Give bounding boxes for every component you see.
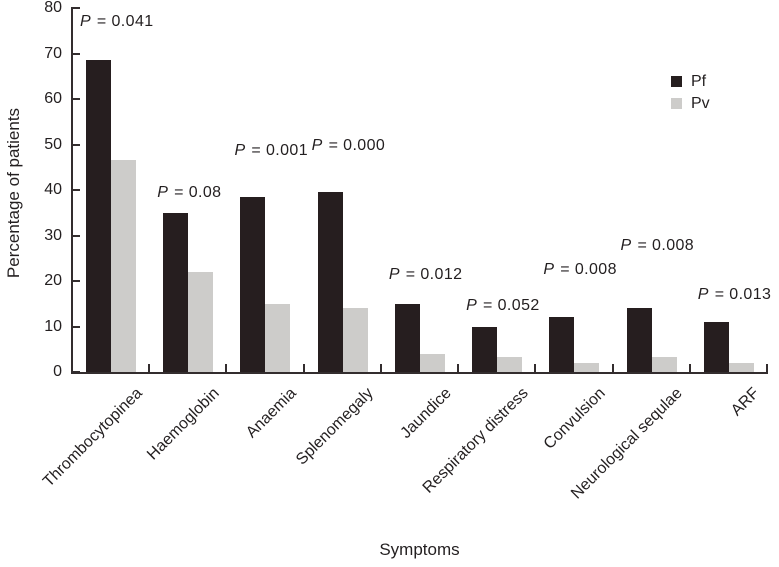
y-tick-mark: [73, 371, 80, 373]
bar-pv-2: [265, 303, 291, 372]
y-axis-title: Percentage of patients: [4, 107, 23, 279]
p-symbol: P: [620, 236, 632, 254]
bar-pv-3: [342, 308, 368, 372]
bar-pv-8: [728, 362, 754, 372]
bar-pf-5: [472, 326, 498, 372]
legend-item-pf: Pf: [671, 73, 710, 90]
x-tick-mark: [379, 364, 382, 372]
y-tick-mark: [73, 7, 80, 9]
bar-pf-3: [317, 192, 343, 372]
y-tick-mark: [73, 98, 80, 100]
bar-pf-6: [549, 317, 575, 372]
bar-pv-7: [651, 356, 677, 372]
p-value-annotation: P = 0.052: [466, 296, 540, 314]
p-value-annotation: P = 0.008: [620, 236, 695, 254]
x-tick-mark: [148, 364, 151, 372]
pv-swatch-icon: [671, 98, 682, 109]
y-axis-line: [71, 7, 73, 374]
legend-label-pf: Pf: [691, 72, 707, 90]
pf-swatch-icon: [671, 76, 682, 87]
legend: Pf Pv: [671, 73, 710, 117]
y-tick-label: 30: [44, 226, 62, 244]
y-tick-mark: [73, 234, 80, 237]
y-tick-label: 80: [44, 0, 62, 16]
x-tick-mark: [225, 364, 228, 372]
p-symbol: P: [697, 286, 709, 303]
y-tick-label: 20: [44, 272, 62, 289]
x-tick-mark: [766, 364, 768, 372]
bar-pv-1: [188, 271, 214, 372]
bar-pv-5: [497, 356, 523, 372]
y-tick-label: 10: [44, 317, 62, 335]
p-symbol: P: [80, 12, 92, 30]
p-value-annotation: P = 0.000: [311, 137, 386, 155]
y-tick-label: 0: [53, 363, 62, 380]
bar-pf-4: [394, 303, 420, 372]
y-tick-mark: [73, 52, 80, 55]
y-tick-label: 40: [44, 181, 62, 198]
y-tick-mark: [73, 189, 80, 191]
x-tick-mark: [611, 364, 614, 372]
y-tick-label: 60: [44, 90, 62, 107]
p-value-annotation: P = 0.012: [388, 265, 463, 283]
bar-pf-7: [626, 308, 652, 372]
bar-pv-4: [419, 353, 445, 372]
p-value-annotation: P = 0.008: [543, 260, 617, 278]
y-tick-mark: [73, 143, 80, 146]
bar-pv-0: [111, 160, 136, 372]
x-tick-mark: [534, 364, 537, 372]
bar-pf-2: [240, 196, 266, 372]
bar-pf-0: [86, 60, 111, 372]
bar-pf-1: [163, 212, 189, 372]
p-symbol: P: [157, 184, 169, 202]
x-tick-mark: [688, 364, 691, 372]
legend-item-pv: Pv: [671, 95, 710, 112]
p-symbol: P: [234, 142, 246, 160]
bar-pv-6: [574, 362, 600, 372]
p-symbol: P: [466, 296, 478, 314]
x-tick-mark: [457, 364, 460, 372]
p-value-annotation: P = 0.013: [697, 286, 772, 303]
y-tick-label: 50: [44, 135, 62, 153]
p-value-annotation: P = 0.041: [80, 12, 154, 30]
y-tick-label: 70: [44, 44, 62, 62]
p-value-annotation: P = 0.08: [157, 184, 222, 202]
p-symbol: P: [543, 260, 555, 278]
x-tick-mark: [302, 364, 305, 372]
y-tick-mark: [73, 280, 80, 282]
x-axis-line: [71, 372, 768, 374]
p-symbol: P: [388, 265, 400, 283]
bar-pf-8: [703, 321, 729, 372]
p-symbol: P: [311, 137, 323, 155]
x-axis-title: Symptoms: [379, 540, 460, 559]
p-value-annotation: P = 0.001: [234, 142, 308, 160]
y-tick-mark: [73, 325, 80, 328]
legend-label-pv: Pv: [691, 94, 710, 112]
